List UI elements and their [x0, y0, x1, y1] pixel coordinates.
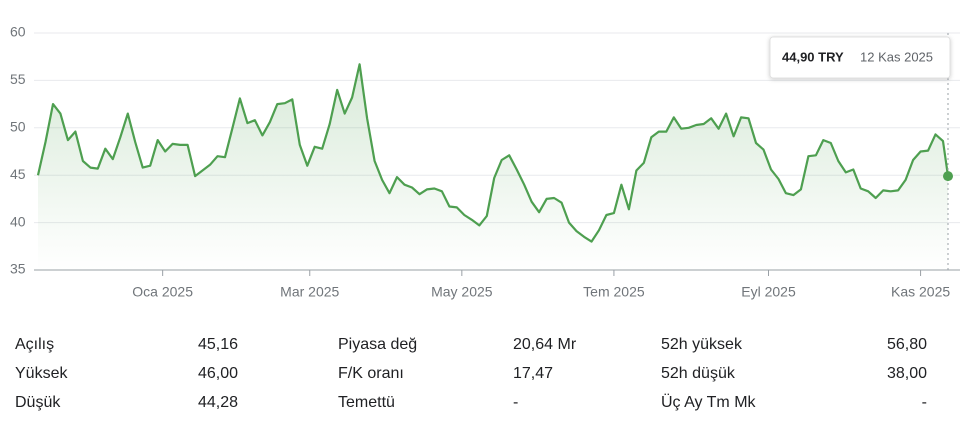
y-tick-label: 55 [10, 71, 26, 87]
area [38, 64, 948, 270]
x-tick-label: Kas 2025 [891, 284, 950, 300]
stat-label: 52h yüksek [661, 336, 743, 353]
stat-value: - [513, 394, 518, 411]
y-tick-label: 35 [10, 261, 26, 277]
price-line [36, 63, 950, 243]
plot [36, 33, 953, 270]
y-tick-label: 50 [10, 119, 26, 135]
stat-label: Açılış [15, 336, 54, 353]
tooltip-box [769, 36, 951, 79]
stat-label: F/K oranı [338, 365, 404, 382]
stat-value: 45,16 [198, 336, 238, 353]
y-tick-label: 40 [10, 213, 26, 229]
y-tick-label: 45 [10, 166, 26, 182]
stat-value: 46,00 [198, 365, 238, 382]
stat-value: - [922, 394, 927, 411]
stat-value: 56,80 [887, 336, 927, 353]
x-tick-label: Tem 2025 [583, 284, 645, 300]
stat-label: Piyasa değ [338, 336, 417, 353]
y-tick-label: 60 [10, 24, 26, 40]
tooltip-price: 44,90 TRY [782, 49, 844, 64]
hover-dot [943, 171, 953, 182]
x-tick-label: Eyl 2025 [741, 284, 796, 300]
x-tick-label: Mar 2025 [280, 284, 339, 300]
stat-label: 52h düşük [661, 365, 736, 382]
stat-value: 44,28 [198, 394, 238, 411]
tooltip-date: 12 Kas 2025 [860, 49, 933, 64]
stat-value: 17,47 [513, 365, 553, 382]
stat-label: Yüksek [15, 365, 68, 382]
x-tick-label: Oca 2025 [132, 284, 193, 300]
stat-label: Temettü [338, 394, 395, 411]
stat-label: Düşük [15, 394, 61, 411]
stat-value: 38,00 [887, 365, 927, 382]
tooltip: 44,90 TRY 12 Kas 2025 [769, 36, 951, 79]
stat-value: 20,64 Mr [513, 336, 577, 353]
stat-label: Üç Ay Tm Mk [661, 393, 757, 411]
x-tick-label: May 2025 [431, 284, 493, 300]
stats-table: Açılış 45,16 Yüksek 46,00 Düşük 44,28 Piyasa d… [15, 336, 927, 411]
